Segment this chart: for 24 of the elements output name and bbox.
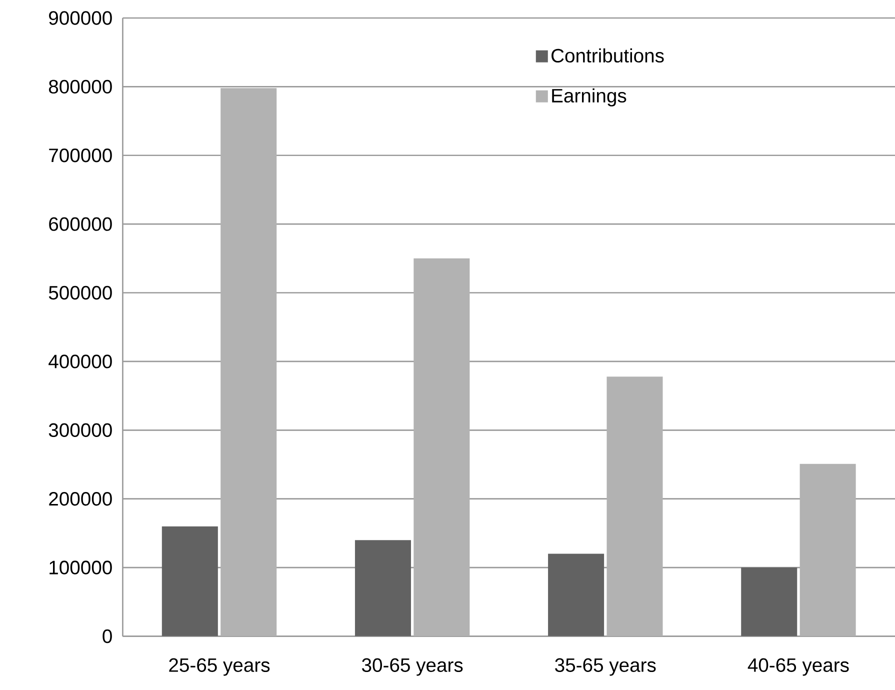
bar [548, 554, 604, 636]
y-tick-label: 0 [102, 629, 112, 643]
x-tick-label: 35-65 years [555, 658, 656, 676]
y-tick-label: 300000 [48, 423, 112, 437]
y-tick-label: 900000 [49, 11, 112, 25]
bar [220, 88, 277, 636]
y-tick-label: 800000 [48, 80, 112, 94]
y-tick-label: 600000 [49, 217, 112, 231]
bar [414, 258, 470, 636]
y-tick-label: 500000 [48, 286, 112, 300]
bar [800, 464, 856, 636]
y-tick-label: 100000 [50, 560, 112, 574]
bar [606, 376, 663, 636]
x-tick-label: 30-65 years [362, 658, 463, 676]
bar [162, 526, 218, 636]
legend-label: Earnings [552, 88, 626, 106]
x-tick-label: 40-65 years [748, 658, 849, 676]
legend-label: Contributions [552, 48, 664, 62]
bar [741, 567, 798, 636]
bar [354, 540, 411, 636]
y-tick-label: 200000 [49, 492, 112, 506]
y-tick-label: 400000 [48, 354, 112, 368]
x-tick-label: 25-65 years [169, 658, 270, 676]
y-tick-label: 700000 [49, 148, 112, 162]
